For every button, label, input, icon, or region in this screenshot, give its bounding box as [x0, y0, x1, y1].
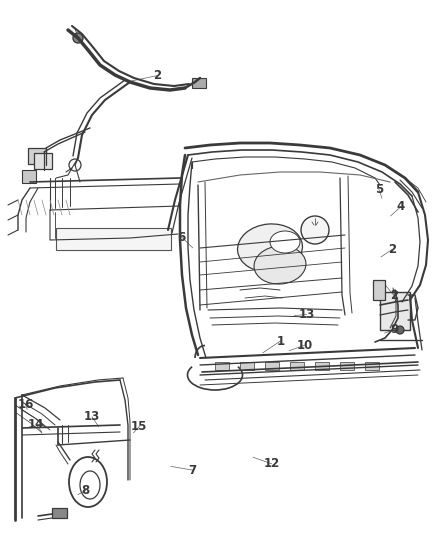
Bar	[240, 362, 254, 370]
Text: 2: 2	[153, 69, 161, 82]
Text: 8: 8	[81, 484, 89, 497]
Text: 4: 4	[397, 200, 405, 213]
Text: 9: 9	[390, 323, 398, 336]
Text: 6: 6	[178, 231, 186, 244]
Bar	[290, 362, 304, 370]
Bar	[28, 148, 46, 164]
Text: 13: 13	[298, 308, 315, 321]
Bar	[373, 280, 385, 300]
Bar	[22, 170, 36, 183]
Bar	[380, 292, 410, 330]
Bar	[215, 362, 229, 370]
Text: 12: 12	[263, 457, 280, 470]
Bar	[340, 362, 354, 370]
Circle shape	[73, 33, 83, 43]
Bar	[52, 508, 67, 518]
Bar	[192, 78, 206, 88]
Text: 16: 16	[17, 398, 34, 410]
Text: 2: 2	[390, 289, 398, 302]
Text: 1: 1	[276, 335, 284, 348]
Text: 13: 13	[84, 410, 100, 423]
Ellipse shape	[301, 216, 329, 244]
Bar	[365, 362, 379, 370]
Circle shape	[69, 159, 81, 171]
Bar	[56, 228, 171, 250]
Ellipse shape	[237, 224, 303, 272]
Bar	[265, 362, 279, 370]
Text: 14: 14	[28, 418, 44, 431]
Text: 10: 10	[296, 339, 313, 352]
Circle shape	[396, 326, 404, 334]
Text: 15: 15	[131, 420, 148, 433]
Text: 2: 2	[388, 243, 396, 256]
Ellipse shape	[254, 246, 306, 284]
Ellipse shape	[270, 231, 300, 253]
Bar	[34, 153, 52, 169]
Text: 5: 5	[375, 183, 383, 196]
Text: 7: 7	[189, 464, 197, 477]
Bar	[315, 362, 329, 370]
